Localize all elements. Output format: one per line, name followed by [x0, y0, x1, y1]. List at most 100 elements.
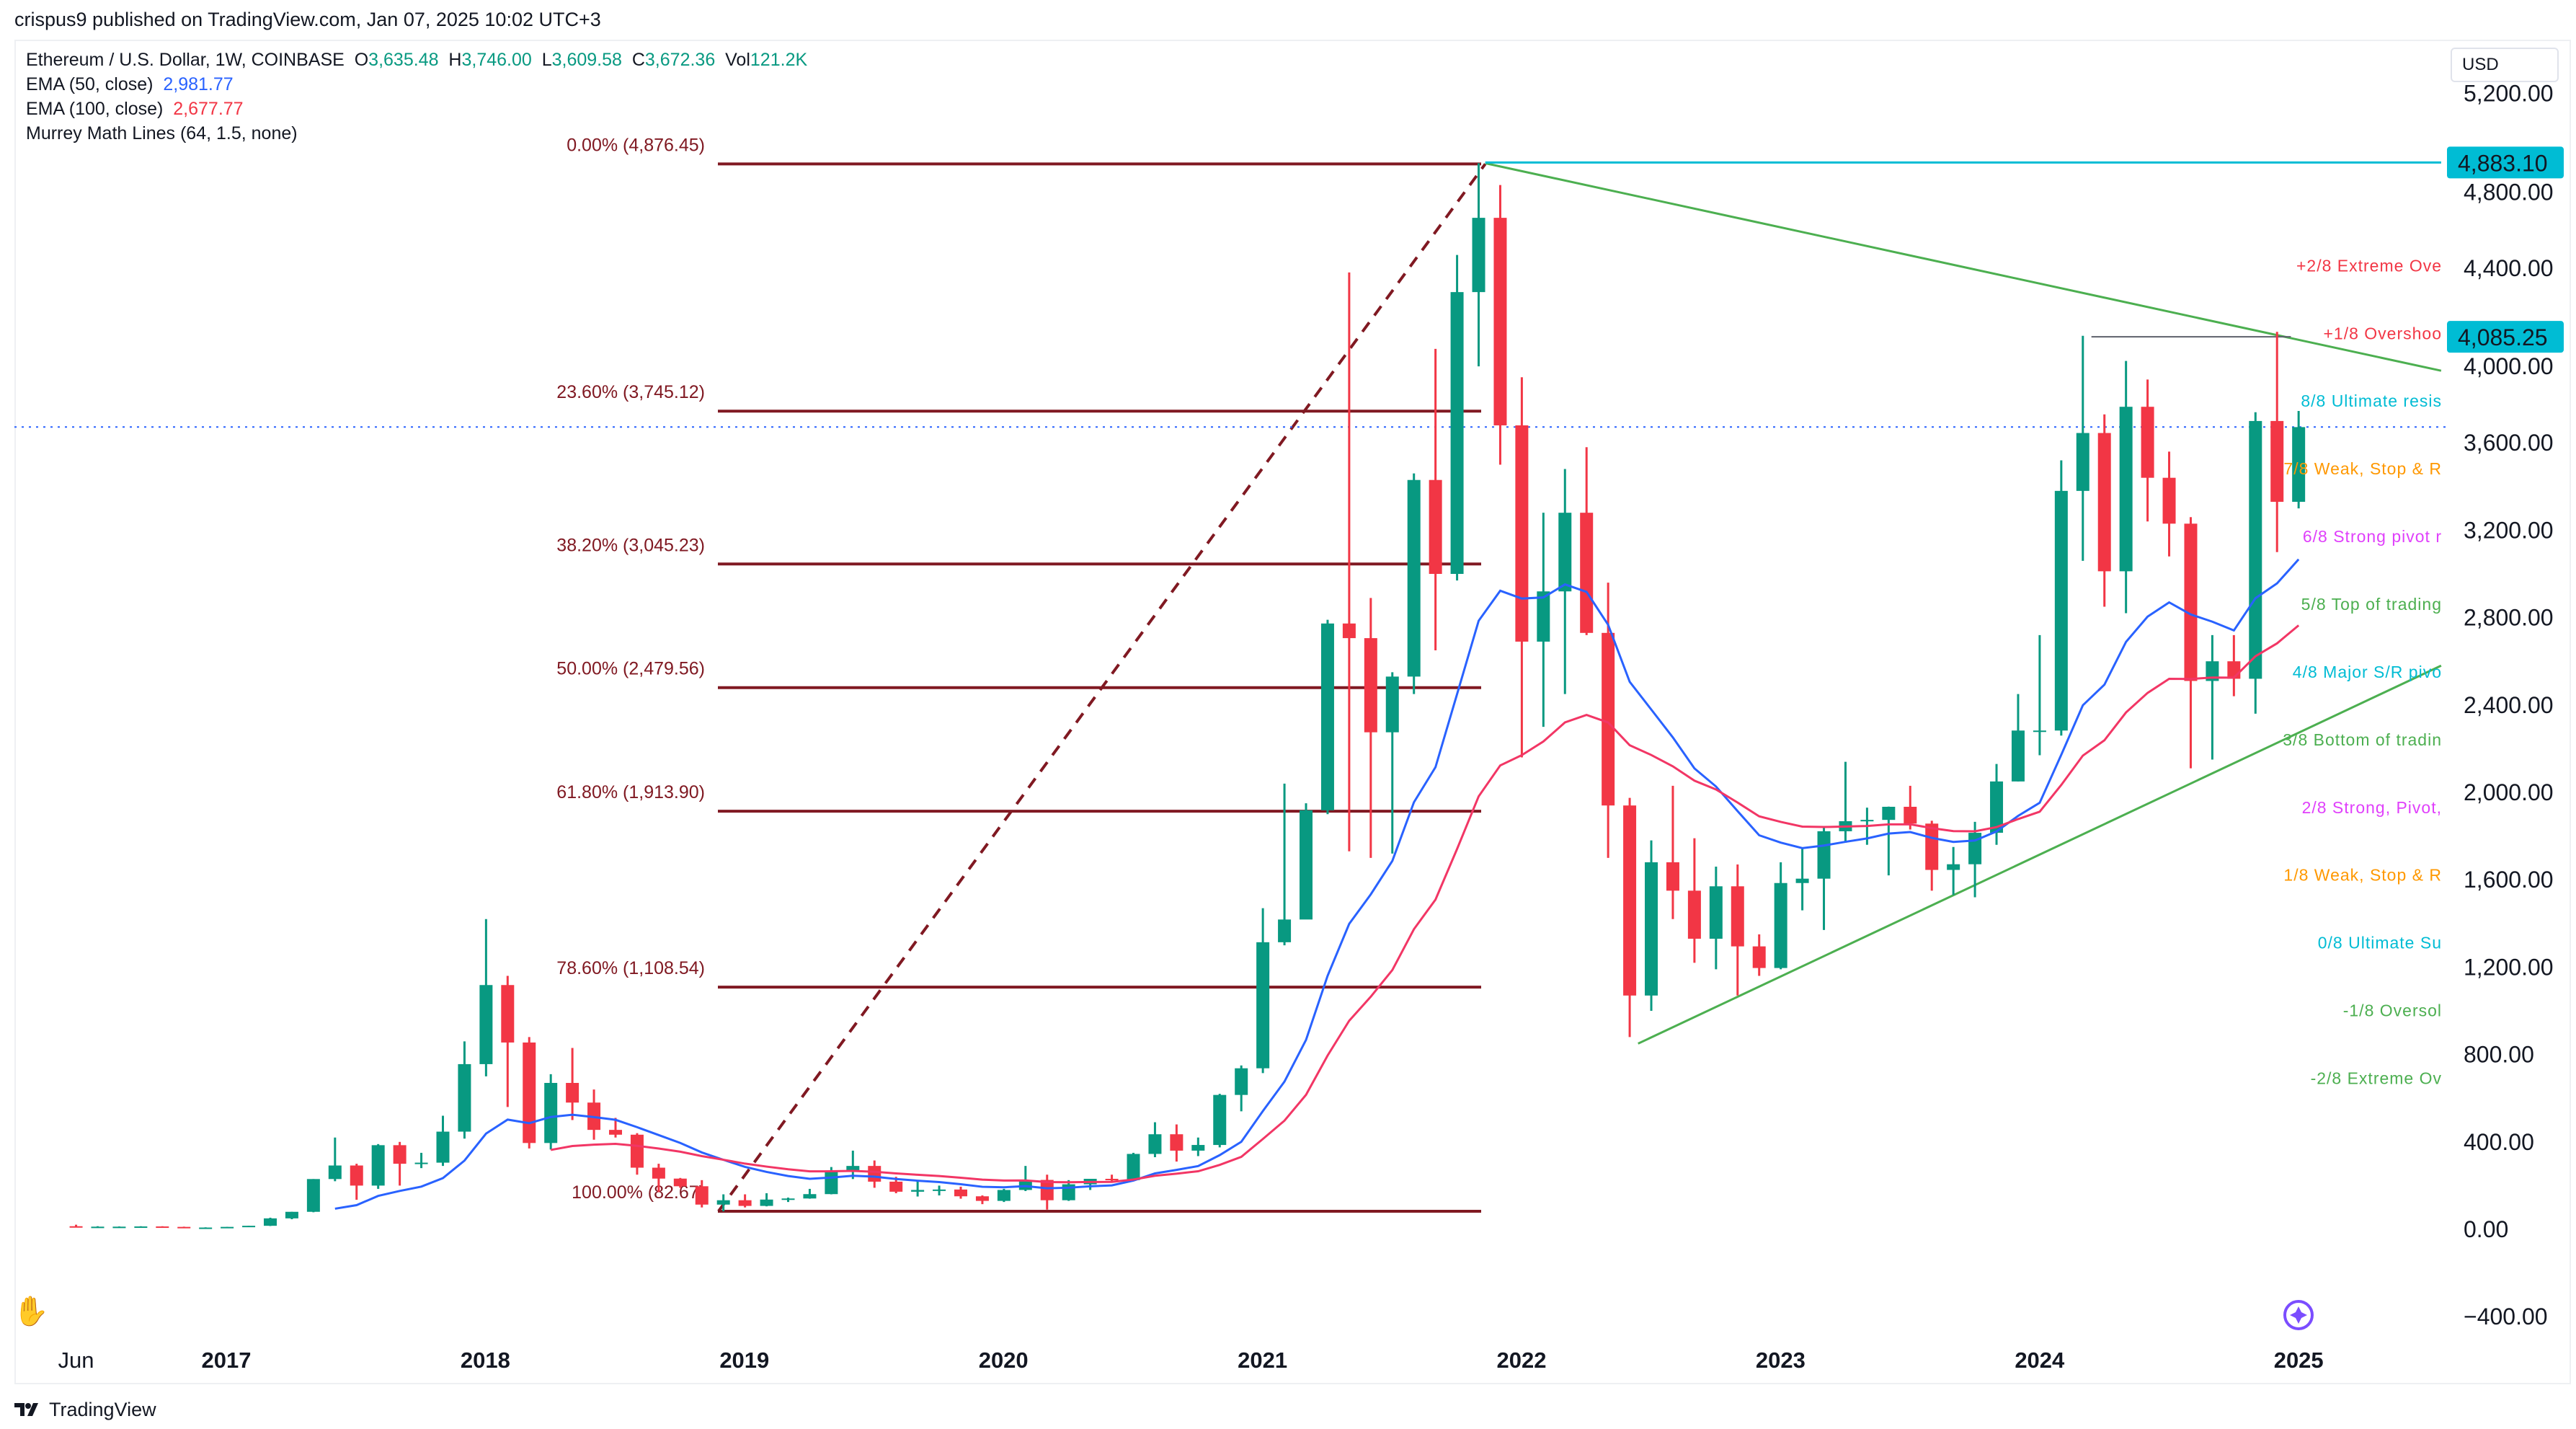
- murrey-level-label: 4/8 Major S/R pivo: [2293, 663, 2442, 681]
- y-tick-label: 4,400.00: [2464, 255, 2554, 281]
- candle-body: [1882, 806, 1896, 820]
- murrey-level-label: 1/8 Weak, Stop & R: [2283, 866, 2442, 885]
- candle-body: [1256, 942, 1270, 1069]
- candle-body: [2141, 407, 2154, 478]
- candle-body: [1213, 1094, 1227, 1146]
- y-tick-label: 1,200.00: [2464, 954, 2554, 980]
- y-tick-label: 3,200.00: [2464, 517, 2554, 543]
- y-tick-label: 2,000.00: [2464, 779, 2554, 805]
- ema100-row[interactable]: EMA (100, close) 2,677.77: [26, 97, 807, 121]
- x-tick-label: 2018: [461, 1348, 510, 1373]
- candle-body: [695, 1186, 709, 1205]
- ema50-row[interactable]: EMA (50, close) 2,981.77: [26, 72, 807, 97]
- candle-body: [1191, 1145, 1205, 1151]
- candle-body: [458, 1063, 471, 1132]
- candle-body: [1105, 1179, 1119, 1181]
- candle-body: [1450, 292, 1464, 574]
- x-tick-label: 2019: [719, 1348, 769, 1373]
- x-tick-label: 2022: [1497, 1348, 1547, 1373]
- candle-body: [393, 1145, 407, 1164]
- low-value: 3,609.58: [551, 50, 622, 70]
- candle-body: [1645, 862, 1658, 996]
- candle-body: [1990, 781, 2004, 833]
- candle-body: [1493, 218, 1507, 425]
- murrey-level-label: +2/8 Extreme Ove: [2296, 256, 2442, 275]
- murrey-level-label: -1/8 Oversol: [2343, 1001, 2442, 1020]
- y-tick-label: 4,800.00: [2464, 179, 2554, 205]
- candle-body: [1320, 623, 1334, 810]
- candle-body: [1278, 919, 1292, 942]
- candle-body: [825, 1170, 838, 1195]
- candle-body: [1860, 820, 1874, 822]
- candle-body: [242, 1226, 256, 1228]
- candle-body: [156, 1226, 169, 1229]
- murrey-level-label: 8/8 Ultimate resis: [2301, 391, 2442, 410]
- candle-body: [2033, 730, 2046, 733]
- ema50-line: [334, 558, 2300, 1210]
- chart-frame: [14, 40, 2571, 1384]
- tradingview-logo-icon: [14, 1402, 38, 1416]
- candle-body: [436, 1131, 450, 1163]
- candle-body: [134, 1226, 148, 1229]
- fib-level-label: 78.60% (1,108.54): [556, 958, 705, 978]
- candle-body: [523, 1042, 536, 1143]
- candle-body: [889, 1181, 903, 1192]
- candle-body: [1300, 810, 1313, 920]
- currency-selector[interactable]: USD: [2451, 48, 2559, 82]
- published-caption: crispus9 published on TradingView.com, J…: [14, 9, 601, 30]
- candle-body: [328, 1165, 342, 1180]
- candle-body: [1623, 805, 1637, 996]
- murrey-row[interactable]: Murrey Math Lines (64, 1.5, none): [26, 121, 807, 146]
- candle-body: [716, 1200, 730, 1205]
- candle-body: [803, 1194, 817, 1199]
- candle-body: [1687, 890, 1701, 939]
- candle-body: [199, 1227, 213, 1229]
- murrey-level-label: 2/8 Strong, Pivot,: [2302, 798, 2442, 817]
- candle-body: [933, 1189, 946, 1191]
- candle-body: [350, 1165, 363, 1186]
- chart-legend: Ethereum / U.S. Dollar, 1W, COINBASE O3,…: [26, 48, 807, 146]
- candle-body: [2270, 420, 2284, 503]
- candle-body: [414, 1162, 428, 1164]
- candle-body: [91, 1226, 105, 1229]
- candle-body: [263, 1218, 277, 1226]
- candle-body: [566, 1082, 579, 1103]
- y-tick-label: 2,400.00: [2464, 692, 2554, 718]
- fib-level-label: 23.60% (3,745.12): [556, 382, 705, 402]
- ema50-value: 2,981.77: [163, 74, 234, 94]
- low-label: L: [541, 50, 552, 70]
- footer-brand: TradingView: [49, 1399, 156, 1420]
- candle-body: [2076, 433, 2089, 491]
- candle-body: [1904, 806, 1917, 824]
- candle-body: [1817, 831, 1831, 879]
- candle-body: [1472, 218, 1485, 293]
- candle-body: [911, 1190, 925, 1192]
- y-tick-label: 4,000.00: [2464, 353, 2554, 379]
- close-label: C: [631, 50, 645, 70]
- symbol-name[interactable]: Ethereum / U.S. Dollar, 1W, COINBASE: [26, 50, 345, 70]
- candle-body: [544, 1082, 558, 1143]
- candle-body: [975, 1196, 989, 1201]
- candle-body: [868, 1166, 881, 1182]
- candle-body: [2249, 420, 2262, 679]
- x-tick-label: 2023: [1756, 1348, 1806, 1373]
- candle-body: [652, 1167, 665, 1179]
- candle-body: [630, 1134, 644, 1168]
- candle-body: [2011, 730, 2025, 782]
- price-axis-background: [2447, 41, 2570, 1342]
- candle-body: [673, 1178, 687, 1187]
- murrey-level-label: -2/8 Extreme Ov: [2311, 1069, 2442, 1088]
- ema100-label: EMA (100, close): [26, 99, 164, 119]
- murrey-level-label: 5/8 Top of trading: [2301, 595, 2442, 614]
- candle-body: [1148, 1134, 1162, 1154]
- candle-body: [285, 1211, 298, 1218]
- fib-level-label: 0.00% (4,876.45): [567, 135, 705, 155]
- fib-level-label: 61.80% (1,913.90): [556, 782, 705, 802]
- sparkle-icon-glyph: [2290, 1306, 2307, 1324]
- ruler-hand-icon[interactable]: ✋: [13, 1296, 49, 1327]
- candle-body: [954, 1189, 968, 1197]
- murrey-level-label: 7/8 Weak, Stop & R: [2283, 459, 2442, 478]
- candle-body: [1947, 864, 1960, 870]
- candle-body: [1170, 1134, 1183, 1151]
